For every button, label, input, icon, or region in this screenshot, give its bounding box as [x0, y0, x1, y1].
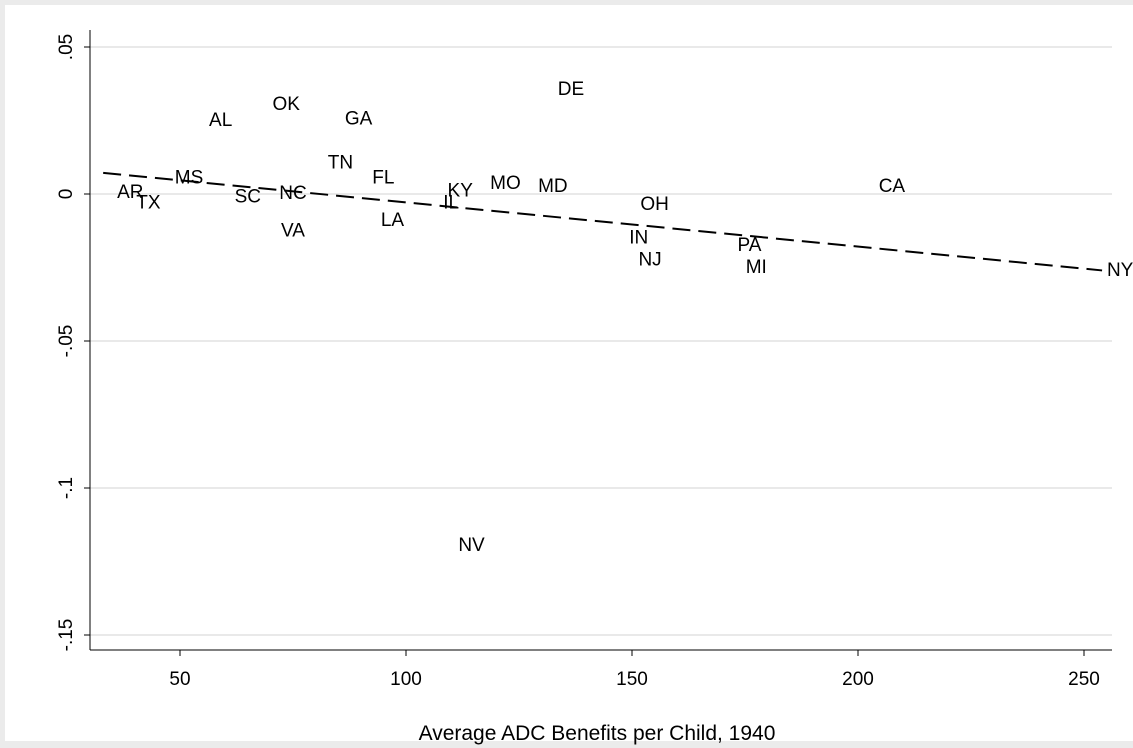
point-ny: NY: [1107, 260, 1133, 281]
point-ga: GA: [345, 109, 373, 130]
gridlines: [90, 46, 1112, 636]
x-tick-label-4: 250: [1068, 669, 1100, 690]
y-tick-label-0: .05: [56, 34, 77, 60]
point-il: IL: [443, 192, 459, 213]
y-tick-label-1: 0: [56, 189, 77, 200]
point-sc: SC: [235, 186, 261, 207]
point-mi: MI: [746, 257, 767, 278]
point-nj: NJ: [638, 250, 661, 271]
point-tx: TX: [136, 192, 161, 213]
point-ar: AR: [117, 182, 143, 203]
point-mo: MO: [490, 173, 521, 194]
point-de: DE: [558, 79, 584, 100]
x-axis-ticks: 50 100 150 200 250: [169, 650, 1100, 690]
x-tick-label-2: 150: [616, 669, 648, 690]
point-nv: NV: [458, 535, 485, 556]
point-ky: KY: [448, 181, 474, 202]
y-tick-label-4: -.15: [56, 619, 77, 652]
point-oh: OH: [640, 194, 669, 215]
point-ms: MS: [175, 167, 204, 188]
point-md: MD: [538, 176, 568, 197]
point-in: IN: [629, 228, 648, 249]
x-tick-label-3: 200: [842, 669, 874, 690]
point-va: VA: [281, 220, 305, 241]
point-ca: CA: [879, 176, 906, 197]
point-la: LA: [381, 210, 405, 231]
fit-line-group: [103, 171, 1103, 272]
x-axis-title: Average ADC Benefits per Child, 1940: [419, 722, 776, 745]
y-tick-label-3: -.1: [56, 477, 77, 499]
fit-line: [103, 171, 1103, 272]
point-pa: PA: [738, 235, 762, 256]
axes: [89, 30, 1112, 651]
point-al: AL: [209, 110, 232, 131]
y-axis-ticks: .05 0 -.05 -.1 -.15: [56, 34, 90, 652]
x-tick-label-1: 100: [390, 669, 422, 690]
y-tick-label-2: -.05: [56, 325, 77, 358]
point-nc: NC: [279, 183, 306, 204]
point-ok: OK: [272, 94, 300, 115]
point-tn: TN: [328, 153, 353, 174]
x-tick-label-0: 50: [169, 669, 190, 690]
point-fl: FL: [372, 167, 394, 188]
inner-background: [5, 5, 1133, 741]
